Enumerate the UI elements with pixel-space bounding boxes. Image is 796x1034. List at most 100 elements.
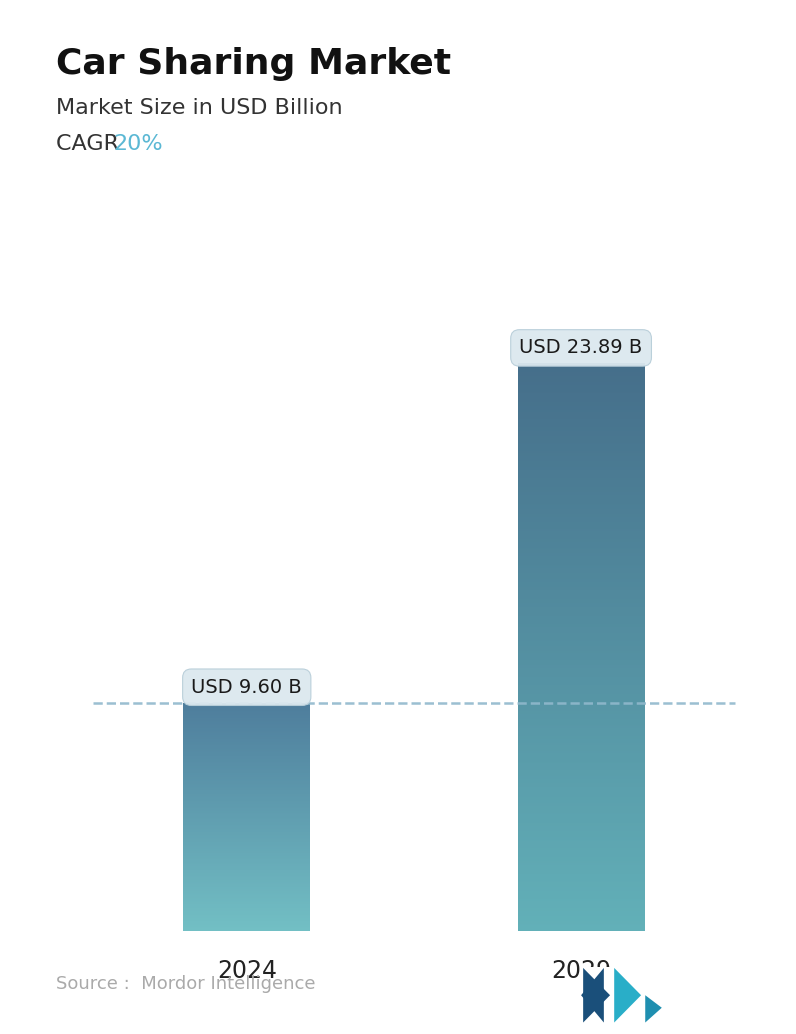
Bar bbox=[517, 418, 645, 419]
Bar bbox=[517, 649, 645, 651]
Bar bbox=[517, 855, 645, 857]
Bar bbox=[517, 812, 645, 813]
Bar bbox=[517, 568, 645, 569]
Bar bbox=[517, 922, 645, 923]
Bar bbox=[517, 464, 645, 465]
Bar bbox=[517, 862, 645, 864]
Bar bbox=[517, 767, 645, 769]
Bar bbox=[517, 874, 645, 876]
Bar bbox=[517, 552, 645, 553]
Bar bbox=[517, 439, 645, 442]
Bar bbox=[517, 620, 645, 621]
Bar bbox=[517, 925, 645, 926]
Bar bbox=[517, 911, 645, 912]
Bar bbox=[517, 438, 645, 439]
Bar bbox=[517, 600, 645, 602]
Bar bbox=[517, 816, 645, 817]
Bar bbox=[517, 728, 645, 729]
Bar bbox=[517, 793, 645, 794]
Bar bbox=[517, 729, 645, 731]
Bar bbox=[517, 792, 645, 793]
Bar bbox=[517, 372, 645, 373]
Bar bbox=[517, 688, 645, 690]
Bar bbox=[517, 655, 645, 656]
Bar bbox=[517, 413, 645, 415]
Bar bbox=[517, 769, 645, 770]
Bar bbox=[517, 851, 645, 853]
Bar bbox=[517, 594, 645, 595]
Bar bbox=[517, 392, 645, 393]
Bar bbox=[517, 542, 645, 544]
Bar bbox=[517, 827, 645, 828]
Bar bbox=[517, 877, 645, 878]
Bar bbox=[517, 904, 645, 905]
Bar bbox=[517, 826, 645, 827]
Bar bbox=[517, 725, 645, 727]
Bar bbox=[517, 804, 645, 805]
Bar bbox=[517, 565, 645, 567]
Bar bbox=[517, 918, 645, 919]
Bar bbox=[517, 660, 645, 661]
Bar bbox=[517, 443, 645, 445]
Bar bbox=[517, 850, 645, 851]
Bar bbox=[517, 528, 645, 529]
Bar bbox=[517, 541, 645, 542]
Bar bbox=[517, 534, 645, 535]
Bar bbox=[517, 474, 645, 476]
Bar bbox=[517, 480, 645, 481]
Bar bbox=[517, 789, 645, 790]
Text: 2024: 2024 bbox=[217, 960, 277, 983]
Bar bbox=[517, 407, 645, 408]
Bar bbox=[517, 429, 645, 430]
Bar bbox=[517, 903, 645, 904]
Bar bbox=[517, 735, 645, 736]
Bar bbox=[517, 857, 645, 858]
Text: 2029: 2029 bbox=[551, 960, 611, 983]
Bar bbox=[517, 465, 645, 467]
Bar bbox=[517, 504, 645, 506]
Bar bbox=[517, 450, 645, 451]
Bar bbox=[517, 678, 645, 679]
Bar bbox=[517, 749, 645, 751]
Bar bbox=[517, 638, 645, 640]
Bar bbox=[517, 847, 645, 848]
Bar bbox=[517, 720, 645, 721]
Bar bbox=[517, 462, 645, 464]
Bar bbox=[517, 901, 645, 903]
Bar bbox=[517, 809, 645, 810]
Bar bbox=[517, 782, 645, 783]
Bar bbox=[517, 889, 645, 891]
Bar bbox=[517, 573, 645, 575]
Text: 20%: 20% bbox=[114, 134, 163, 154]
Bar bbox=[517, 582, 645, 583]
Bar bbox=[517, 587, 645, 588]
Polygon shape bbox=[615, 968, 641, 1023]
Bar bbox=[517, 760, 645, 762]
Bar bbox=[517, 469, 645, 472]
Bar bbox=[517, 698, 645, 699]
Bar bbox=[517, 401, 645, 403]
Bar bbox=[517, 823, 645, 824]
Bar bbox=[517, 390, 645, 392]
Bar bbox=[517, 898, 645, 900]
Bar bbox=[517, 629, 645, 630]
Bar bbox=[517, 832, 645, 834]
Bar bbox=[517, 430, 645, 431]
Bar bbox=[517, 885, 645, 886]
Bar bbox=[517, 637, 645, 638]
Bar bbox=[517, 919, 645, 920]
Bar bbox=[517, 842, 645, 843]
Bar bbox=[517, 722, 645, 724]
Bar bbox=[517, 517, 645, 518]
Bar bbox=[517, 892, 645, 893]
Bar bbox=[517, 716, 645, 717]
Bar bbox=[517, 533, 645, 534]
Bar bbox=[517, 704, 645, 705]
Bar bbox=[517, 701, 645, 702]
Bar bbox=[517, 374, 645, 376]
Bar bbox=[517, 926, 645, 927]
Bar bbox=[517, 864, 645, 865]
Bar bbox=[517, 677, 645, 678]
Text: Market Size in USD Billion: Market Size in USD Billion bbox=[56, 98, 342, 118]
Bar bbox=[517, 555, 645, 556]
